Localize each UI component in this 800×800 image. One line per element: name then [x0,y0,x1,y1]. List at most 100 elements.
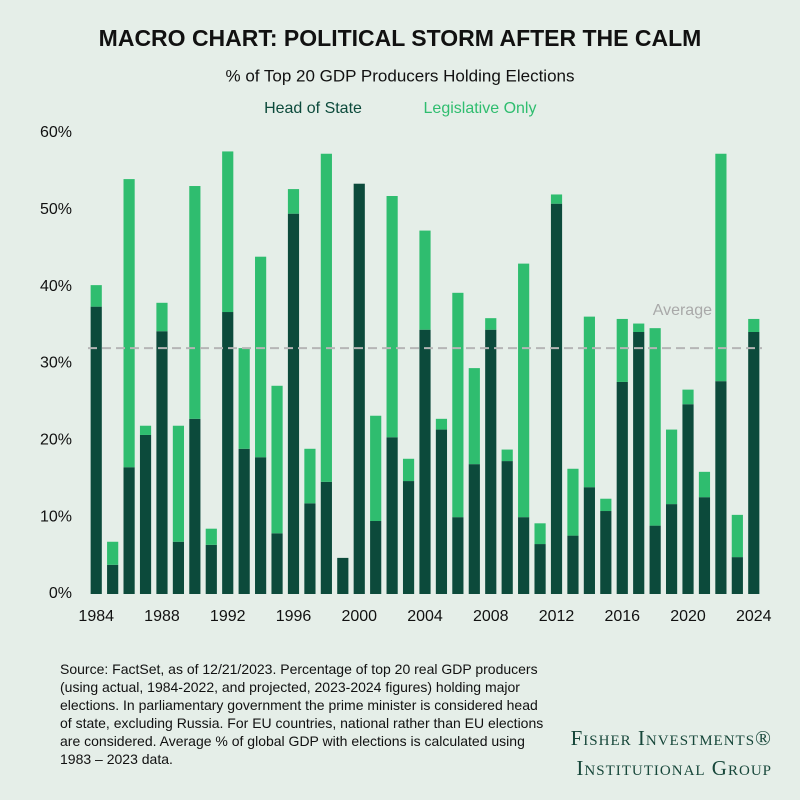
bar-segment [107,564,119,594]
bar-segment [501,461,513,594]
bar-segment [419,329,431,594]
bar-segment [90,306,102,594]
bar-segment [567,535,579,594]
logo-line: Fisher Investments® [570,726,772,750]
bar-segment [320,481,332,594]
y-tick-label: 50% [40,201,72,218]
bar-segment [205,528,217,545]
bar-segment [468,368,480,465]
y-tick-label: 0% [49,585,72,602]
bar-segment [649,328,661,526]
bar-segment [189,186,201,419]
y-tick-label: 30% [40,355,72,372]
average-label: Average [653,302,712,319]
bar-segment [600,511,612,594]
x-tick-label: 1996 [276,608,312,625]
bar-segment [370,415,382,522]
bar-segment [485,318,497,330]
bar-segment [649,525,661,594]
bar-segment [583,487,595,594]
legend-label: Legislative Only [424,100,537,117]
x-tick-label: 2012 [539,608,575,625]
bar-segment [337,557,349,594]
bar-segment [419,230,431,330]
bar-segment [682,389,694,405]
bar-segment [616,318,628,382]
bar-segment [370,521,382,594]
bar-segment [238,448,250,594]
y-tick-label: 60% [40,124,72,141]
bar-segment [172,425,185,542]
x-tick-label: 2016 [604,608,640,625]
bar-segment [550,194,563,204]
chart-title: MACRO CHART: POLITICAL STORM AFTER THE C… [99,25,702,51]
x-tick-label: 2000 [341,608,377,625]
bar-segment [633,331,645,594]
x-tick-label: 2004 [407,608,443,625]
bar-segment [205,544,217,594]
bar-segment [156,302,168,332]
bar-segment [271,533,283,594]
bar-segment [567,468,579,536]
bar-segment [452,292,464,518]
bar-segment [583,316,595,488]
bar-segment [452,517,464,594]
bar-segment [287,189,300,214]
bar-segment [698,497,711,594]
bar-segment [633,323,645,332]
bar-segment [485,329,497,594]
bar-segment [534,544,546,594]
bar-segment [665,504,678,594]
bar-segment [139,425,152,435]
bar-segment [715,153,727,382]
bar-segment [139,434,152,594]
bar-segment [501,449,513,462]
bar-segment [435,418,448,430]
bar-segment [304,503,316,594]
bar-segment [238,348,250,449]
bar-segment [189,418,201,594]
bar-segment [386,437,398,594]
x-tick-label: 1992 [210,608,246,625]
bar-segment [435,429,448,594]
bar-segment [468,464,480,594]
bar-segment [271,385,283,534]
legend-label: Head of State [264,100,362,117]
x-tick-label: 2008 [473,608,509,625]
bar-segment [107,541,119,565]
bar-segment [320,153,332,482]
bar-segment [600,498,612,512]
bar-segment [353,183,365,594]
bar-segment [748,331,760,594]
bar-segment [682,404,694,594]
chart: MACRO CHART: POLITICAL STORM AFTER THE C… [40,25,772,625]
bar-segment [255,256,267,458]
bar-segment [123,467,135,594]
bar-segment [402,481,415,594]
bar-segment [304,448,316,504]
x-tick-label: 1984 [78,608,114,625]
bar-segment [534,523,546,545]
bar-segment [90,285,102,307]
x-tick-label: 2020 [670,608,706,625]
bar-segment [156,331,168,594]
bar-segment [665,429,678,505]
source-note: Source: FactSet, as of 12/21/2023. Perce… [60,661,544,767]
bar-segment [123,179,135,468]
bar-segment [616,381,628,594]
logo-line: Institutional Group [576,756,772,780]
bar-segment [518,263,530,518]
y-tick-label: 10% [40,508,72,525]
bar-segment [698,471,711,498]
x-tick-label: 2024 [736,608,772,625]
bar-segment [222,312,234,594]
y-tick-label: 40% [40,278,72,295]
bar-segment [748,318,760,332]
bar-segment [386,196,398,438]
bar-segment [731,514,743,558]
bar-segment [222,151,234,313]
bar-segment [287,213,300,595]
bar-segment [715,381,727,594]
bar-segment [518,517,530,594]
bar-segment [402,458,415,482]
